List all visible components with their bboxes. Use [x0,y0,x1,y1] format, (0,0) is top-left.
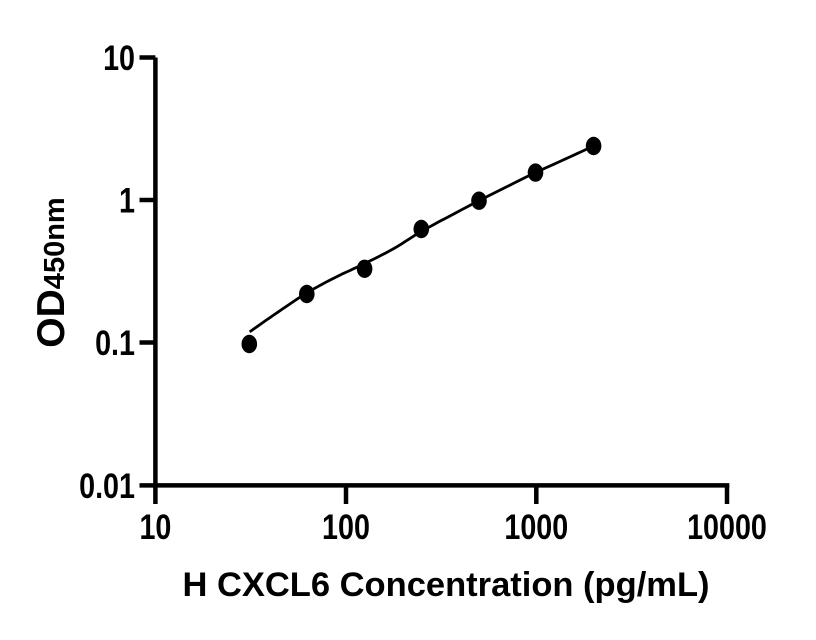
svg-text:0.01: 0.01 [79,467,135,506]
svg-text:0.1: 0.1 [95,324,135,363]
svg-text:10000: 10000 [687,508,767,547]
svg-text:OD450nm: OD450nm [30,197,73,347]
svg-text:1000: 1000 [504,508,568,547]
svg-text:100: 100 [322,508,370,547]
svg-text:10: 10 [139,508,171,547]
svg-text:10: 10 [103,39,135,78]
svg-text:H CXCL6 Concentration (pg/mL): H CXCL6 Concentration (pg/mL) [182,566,709,604]
svg-text:1: 1 [119,182,135,221]
